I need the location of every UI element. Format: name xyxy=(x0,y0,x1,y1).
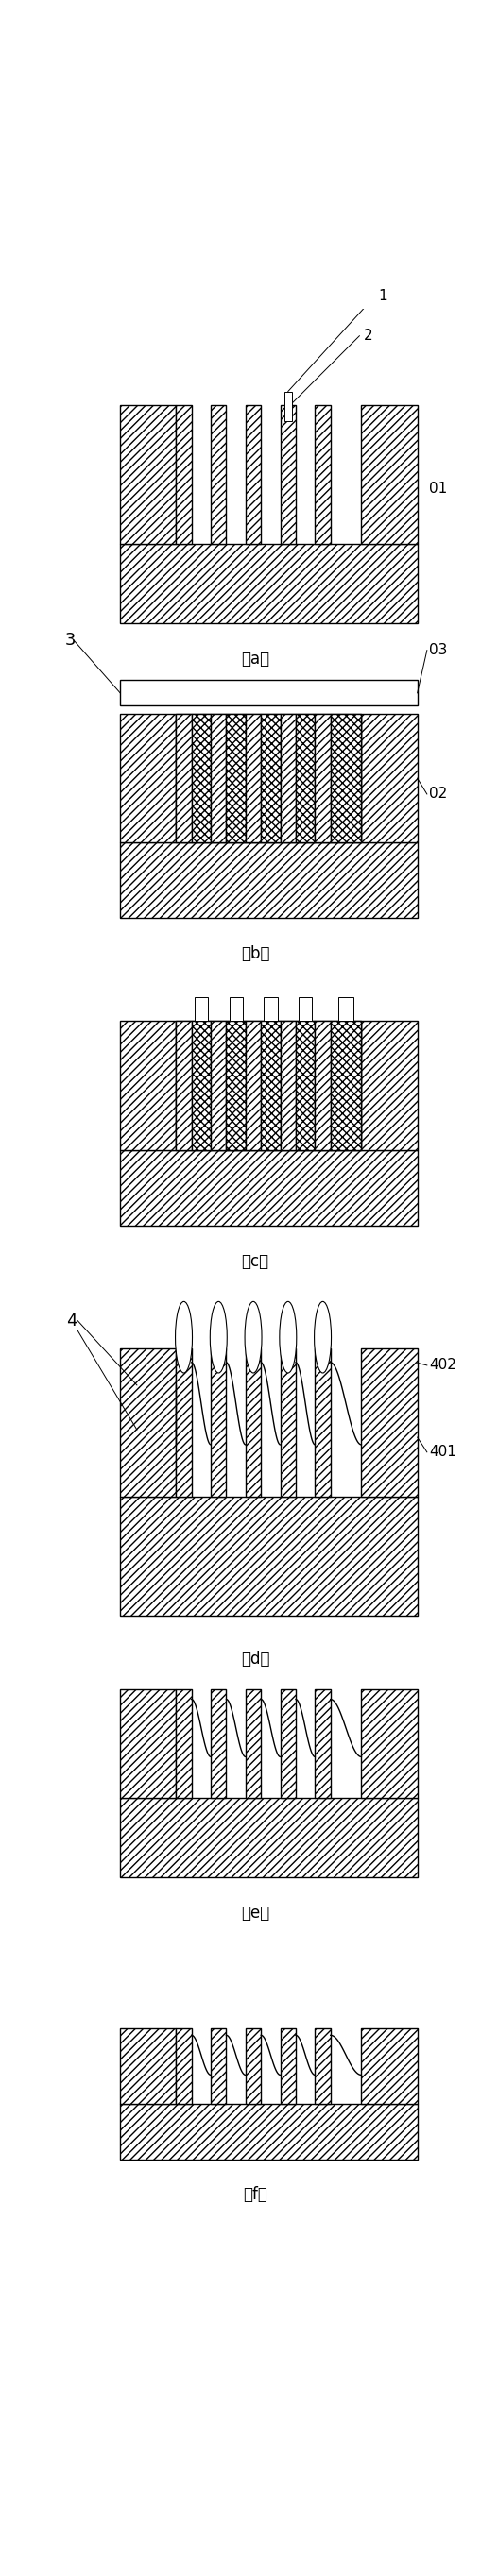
Bar xyxy=(120,1798,417,1878)
Text: 402: 402 xyxy=(429,1358,456,1373)
Bar xyxy=(338,997,354,1020)
Bar xyxy=(120,2105,417,2159)
Bar xyxy=(280,714,296,842)
Text: 01: 01 xyxy=(429,482,447,495)
Bar xyxy=(296,1020,315,1149)
Bar xyxy=(211,714,226,842)
Bar xyxy=(120,714,176,842)
Text: （b）: （b） xyxy=(241,945,269,963)
Text: （f）: （f） xyxy=(243,2187,267,2202)
Bar xyxy=(192,1020,211,1149)
Bar xyxy=(315,1347,331,1497)
Bar xyxy=(362,1690,417,1798)
Bar xyxy=(120,1497,417,1615)
Bar xyxy=(120,842,417,917)
Text: 4: 4 xyxy=(66,1311,77,1329)
Bar xyxy=(315,714,331,842)
Ellipse shape xyxy=(279,1301,296,1373)
Text: 2: 2 xyxy=(364,330,373,343)
Ellipse shape xyxy=(175,1301,192,1373)
Bar xyxy=(176,2027,192,2105)
Bar xyxy=(280,1347,296,1497)
Bar xyxy=(362,2027,417,2105)
Text: 1: 1 xyxy=(379,289,388,304)
Bar xyxy=(315,2027,331,2105)
Text: 02: 02 xyxy=(429,788,447,801)
Bar xyxy=(362,714,417,842)
Bar xyxy=(120,1149,417,1226)
Bar xyxy=(176,1020,192,1149)
Bar xyxy=(176,1690,192,1798)
Bar xyxy=(331,714,362,842)
Bar xyxy=(315,1020,331,1149)
Bar xyxy=(362,1020,417,1149)
Bar xyxy=(261,714,280,842)
Text: 3: 3 xyxy=(65,631,75,649)
Text: （c）: （c） xyxy=(242,1252,269,1270)
Bar xyxy=(296,714,315,842)
Bar xyxy=(226,1020,246,1149)
Bar xyxy=(120,1020,176,1149)
Ellipse shape xyxy=(314,1301,331,1373)
Bar xyxy=(246,1690,261,1798)
Bar xyxy=(362,404,417,544)
Bar xyxy=(211,404,226,544)
Ellipse shape xyxy=(210,1301,227,1373)
Text: （a）: （a） xyxy=(241,652,269,667)
Bar xyxy=(362,1347,417,1497)
Text: （d）: （d） xyxy=(241,1651,269,1667)
Bar xyxy=(315,1690,331,1798)
Bar xyxy=(229,997,243,1020)
Bar xyxy=(280,2027,296,2105)
Bar xyxy=(280,404,296,544)
Bar xyxy=(120,404,176,544)
Bar xyxy=(211,1347,226,1497)
Bar xyxy=(194,997,208,1020)
Bar xyxy=(284,392,292,422)
Bar xyxy=(192,714,211,842)
Text: 03: 03 xyxy=(429,644,447,657)
Bar xyxy=(315,404,331,544)
Bar xyxy=(246,1347,261,1497)
Bar xyxy=(331,1020,362,1149)
Bar xyxy=(280,1020,296,1149)
Bar xyxy=(246,714,261,842)
Bar xyxy=(120,544,417,623)
Bar xyxy=(211,1690,226,1798)
Bar xyxy=(280,1690,296,1798)
Bar xyxy=(120,1690,176,1798)
Bar xyxy=(120,2027,176,2105)
Bar xyxy=(176,1347,192,1497)
Text: （e）: （e） xyxy=(241,1904,269,1922)
Bar xyxy=(264,997,277,1020)
Ellipse shape xyxy=(245,1301,262,1373)
Bar xyxy=(176,404,192,544)
Bar xyxy=(120,680,417,706)
Bar xyxy=(176,714,362,842)
Bar xyxy=(246,2027,261,2105)
Bar xyxy=(120,1347,176,1497)
Bar xyxy=(246,404,261,544)
Bar xyxy=(211,1020,226,1149)
Bar xyxy=(176,1020,362,1149)
Text: 401: 401 xyxy=(429,1445,456,1458)
Bar xyxy=(226,714,246,842)
Bar xyxy=(246,1020,261,1149)
Bar xyxy=(261,1020,280,1149)
Bar xyxy=(176,714,192,842)
Bar xyxy=(211,2027,226,2105)
Bar xyxy=(299,997,312,1020)
